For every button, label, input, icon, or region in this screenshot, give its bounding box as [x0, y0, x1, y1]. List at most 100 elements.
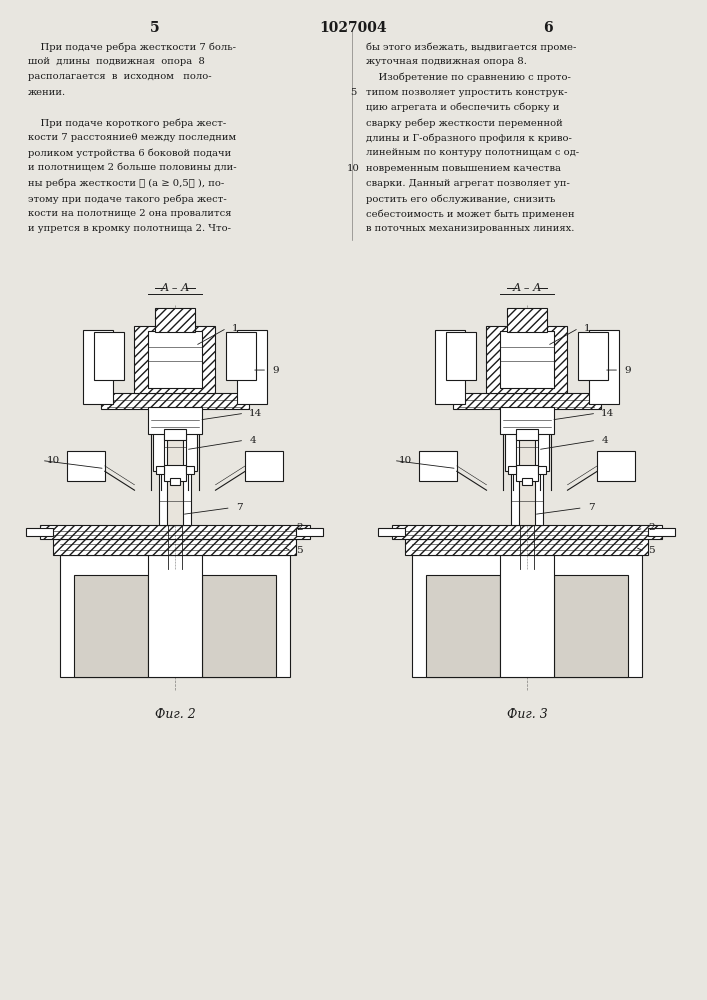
Bar — [155, 308, 195, 332]
Bar — [156, 466, 164, 474]
Text: 14: 14 — [601, 409, 614, 418]
Text: сварку ребер жесткости переменной: сварку ребер жесткости переменной — [366, 118, 563, 127]
Bar — [226, 332, 256, 379]
Bar — [101, 393, 250, 409]
Text: линейным по контуру полотнищам с од-: линейным по контуру полотнищам с од- — [366, 148, 579, 157]
Bar — [500, 406, 554, 434]
Bar — [148, 406, 202, 434]
Bar — [167, 404, 183, 525]
Bar — [538, 420, 549, 471]
Bar — [148, 331, 202, 388]
Bar — [83, 330, 113, 404]
Text: бы этого избежать, выдвигается проме-: бы этого избежать, выдвигается проме- — [366, 42, 576, 51]
Text: 10: 10 — [47, 456, 60, 465]
Bar — [589, 330, 619, 404]
Text: 4: 4 — [250, 436, 256, 445]
Bar — [26, 528, 54, 536]
Text: цию агрегата и обеспечить сборку и: цию агрегата и обеспечить сборку и — [366, 103, 559, 112]
Bar — [522, 478, 532, 485]
Text: себестоимость и может быть применен: себестоимость и может быть применен — [366, 209, 575, 219]
Text: располагается  в  исходном   поло-: располагается в исходном поло- — [28, 72, 211, 81]
Text: 7: 7 — [588, 503, 595, 512]
Bar — [597, 451, 635, 481]
Bar — [134, 326, 216, 393]
Bar — [392, 525, 662, 539]
Bar — [378, 528, 406, 536]
Text: жуточная подвижная опора 8.: жуточная подвижная опора 8. — [366, 57, 527, 66]
Text: 10: 10 — [346, 164, 359, 173]
Bar — [508, 466, 516, 474]
Text: кости 7 расстояниеθ между последним: кости 7 расстояниеθ между последним — [28, 133, 236, 142]
Text: и упрется в кромку полотнища 2. Что-: и упрется в кромку полотнища 2. Что- — [28, 224, 231, 233]
Text: типом позволяет упростить конструк-: типом позволяет упростить конструк- — [366, 88, 568, 97]
Bar — [159, 404, 191, 525]
Text: 2: 2 — [296, 524, 303, 532]
Bar — [94, 332, 124, 379]
Text: 4: 4 — [601, 436, 608, 445]
Bar — [538, 466, 546, 474]
Text: 9: 9 — [272, 366, 279, 375]
Text: роликом устройства 6 боковой подачи: роликом устройства 6 боковой подачи — [28, 148, 231, 158]
Text: кости на полотнище 2 она провалится: кости на полотнище 2 она провалится — [28, 209, 231, 218]
Text: шой  длины  подвижная  опора  8: шой длины подвижная опора 8 — [28, 57, 205, 66]
Bar — [519, 404, 535, 525]
Bar — [507, 308, 547, 332]
Text: новременным повышением качества: новременным повышением качества — [366, 164, 561, 173]
Text: А – А: А – А — [513, 283, 542, 293]
Bar — [202, 575, 276, 676]
Text: жении.: жении. — [28, 88, 66, 97]
Bar — [153, 420, 164, 471]
Bar — [67, 451, 105, 481]
Text: Фиг. 2: Фиг. 2 — [155, 708, 195, 722]
Bar — [554, 575, 629, 676]
Bar — [296, 528, 324, 536]
Bar — [164, 429, 186, 440]
Text: При подаче ребра жесткости 7 боль-: При подаче ребра жесткости 7 боль- — [28, 42, 236, 51]
Text: этому при подаче такого ребра жест-: этому при подаче такого ребра жест- — [28, 194, 227, 204]
Bar — [170, 478, 180, 485]
Bar — [506, 420, 516, 471]
Text: и полотнищем 2 больше половины дли-: и полотнищем 2 больше половины дли- — [28, 164, 237, 173]
Bar — [186, 466, 194, 474]
Bar — [164, 465, 186, 481]
Text: Фиг. 3: Фиг. 3 — [507, 708, 547, 722]
Bar — [452, 393, 601, 409]
Text: При подаче короткого ребра жест-: При подаче короткого ребра жест- — [28, 118, 226, 127]
Text: 9: 9 — [624, 366, 631, 375]
Text: 5: 5 — [150, 21, 160, 35]
Bar — [419, 451, 457, 481]
Bar — [516, 429, 538, 440]
Bar — [516, 465, 538, 481]
Bar — [500, 331, 554, 388]
Bar — [446, 332, 476, 379]
Bar — [186, 420, 197, 471]
Text: 1: 1 — [584, 324, 590, 333]
Text: 5: 5 — [648, 546, 655, 555]
Text: А – А: А – А — [160, 283, 189, 293]
Text: 10: 10 — [399, 456, 412, 465]
Text: 2: 2 — [648, 524, 655, 532]
Bar — [245, 451, 283, 481]
Bar — [426, 575, 500, 676]
Bar — [406, 539, 648, 555]
Text: в поточных механизированных линиях.: в поточных механизированных линиях. — [366, 224, 574, 233]
Bar — [510, 404, 543, 525]
Bar — [54, 539, 296, 555]
Text: 1027004: 1027004 — [319, 21, 387, 35]
Bar — [74, 575, 148, 676]
Bar — [412, 555, 642, 676]
Text: 6: 6 — [543, 21, 553, 35]
Text: ростить его обслуживание, снизить: ростить его обслуживание, снизить — [366, 194, 556, 204]
Text: 7: 7 — [235, 503, 243, 512]
Bar — [648, 528, 675, 536]
Text: сварки. Данный агрегат позволяет уп-: сварки. Данный агрегат позволяет уп- — [366, 179, 570, 188]
Bar — [40, 525, 310, 539]
Bar — [148, 555, 202, 676]
Bar — [436, 330, 465, 404]
Bar — [60, 555, 290, 676]
Text: 1: 1 — [232, 324, 238, 333]
Bar — [486, 326, 568, 393]
Text: Изобретение по сравнению с прото-: Изобретение по сравнению с прото- — [366, 72, 571, 82]
Bar — [578, 332, 608, 379]
Text: 5: 5 — [296, 546, 303, 555]
